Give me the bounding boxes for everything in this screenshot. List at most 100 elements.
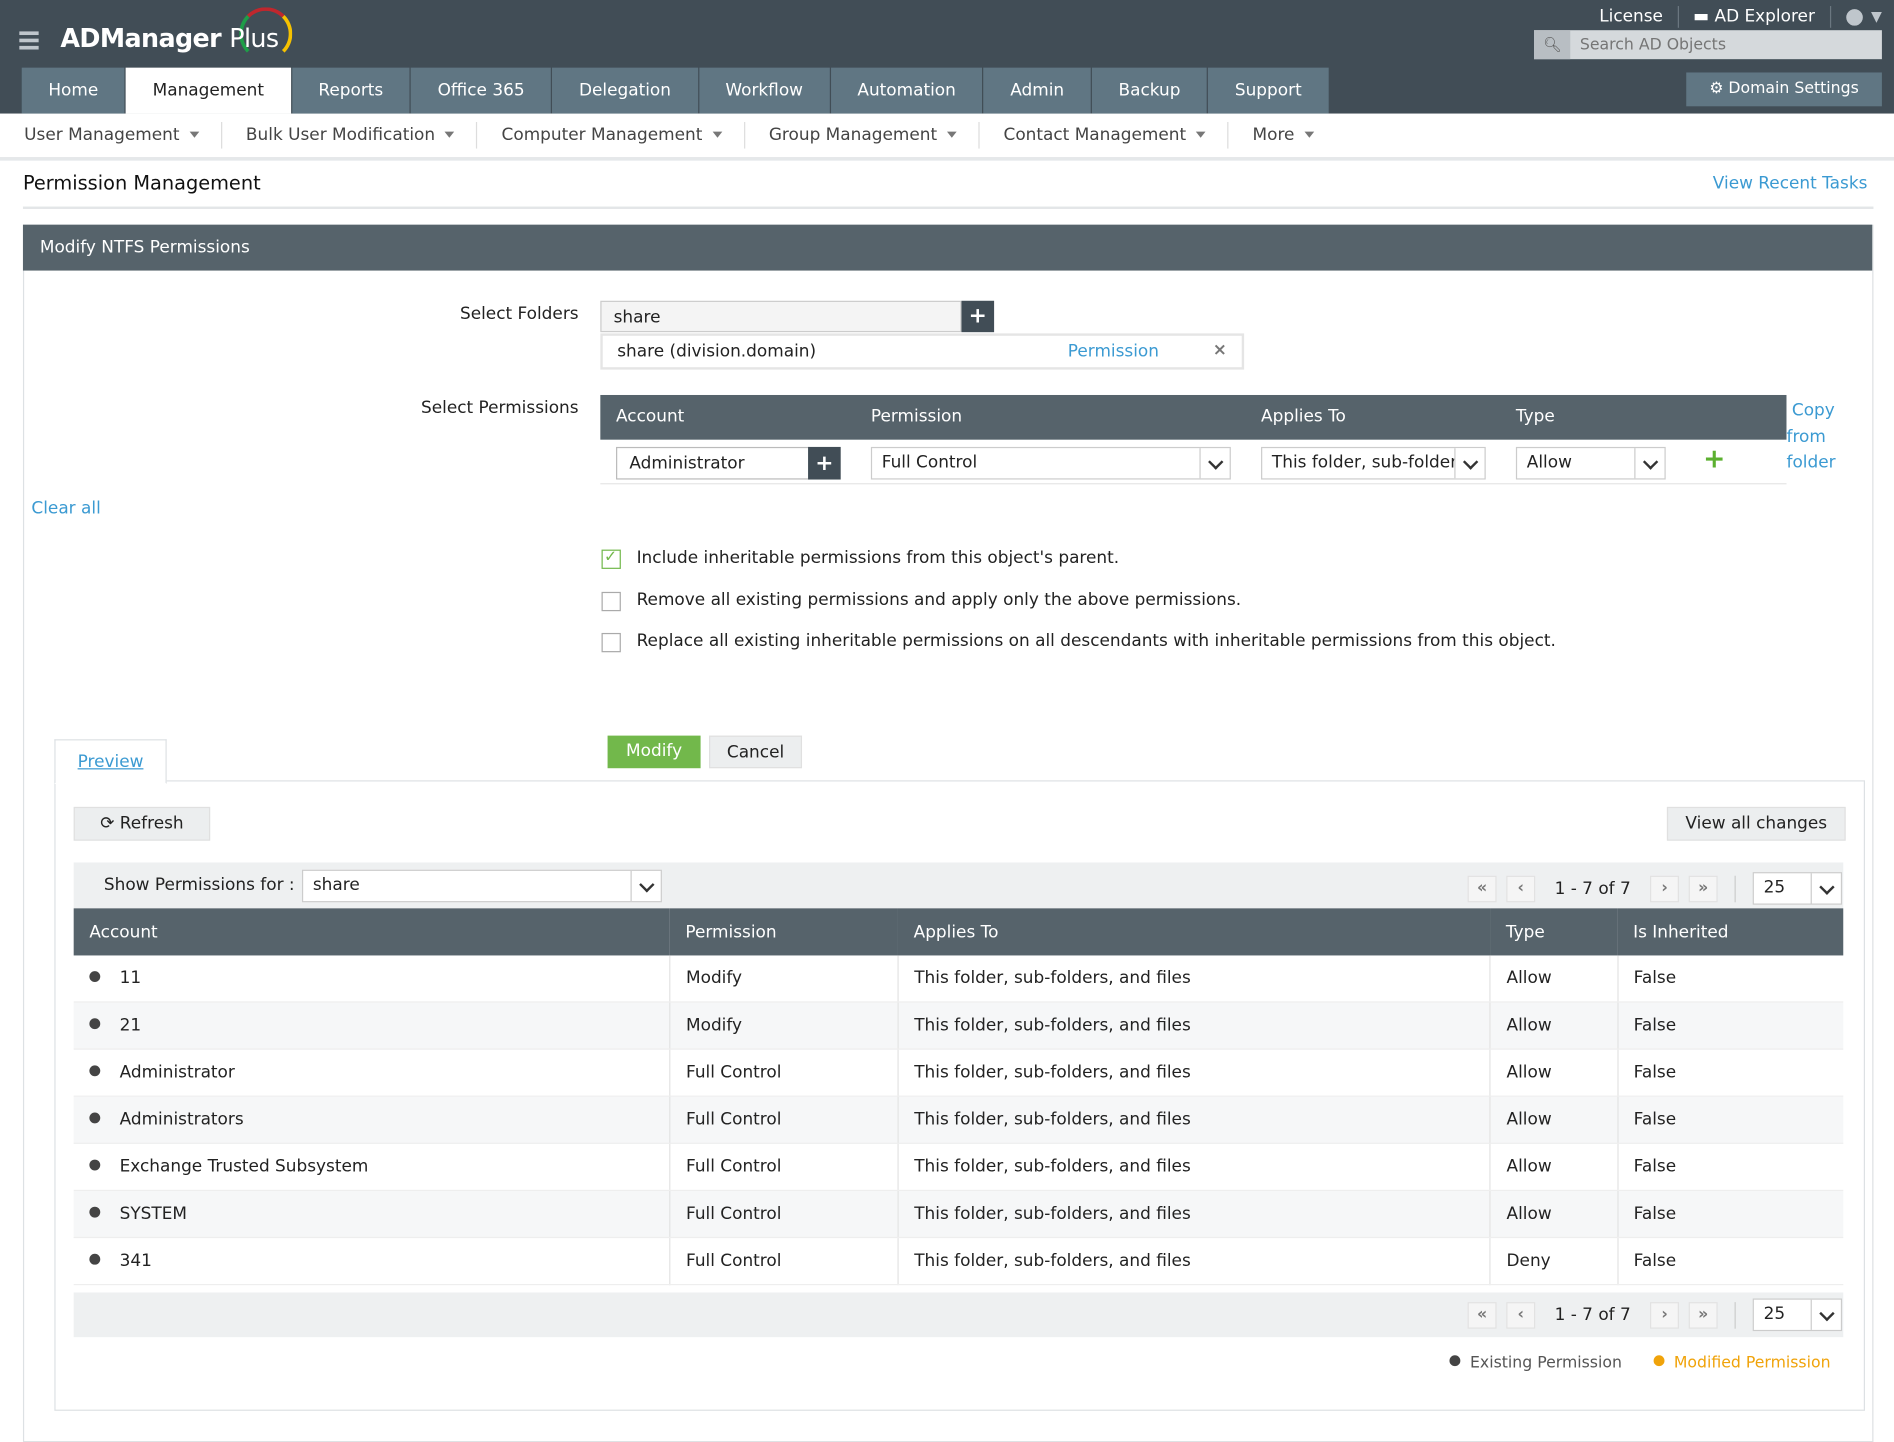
option-label: Include inheritable permissions from thi… (636, 548, 1120, 568)
chevron-down-icon[interactable] (1199, 448, 1229, 479)
prev-page-icon[interactable]: ‹ (1506, 875, 1536, 902)
table-row: Exchange Trusted Subsystem Full Control Th… (73, 1143, 1844, 1191)
next-page-icon[interactable]: › (1650, 875, 1680, 902)
chevron-down-icon[interactable] (1634, 448, 1664, 479)
table-cell: This folder, sub-folders, and files (897, 1049, 1491, 1097)
copy-from-folder-link[interactable]: Copy from folder (1786, 401, 1836, 473)
table-cell: Full Control (669, 1237, 899, 1286)
table-cell: Full Control (669, 1143, 899, 1191)
permission-select[interactable]: Full Control (870, 446, 1231, 480)
tab-management[interactable]: Management (126, 67, 291, 114)
table-cell: Allow (1490, 1001, 1618, 1050)
tab-preview[interactable]: Preview (54, 739, 167, 784)
option-label: Remove all existing permissions and appl… (636, 590, 1242, 610)
tab-support[interactable]: Support (1208, 67, 1329, 114)
table-cell: Allow (1490, 1190, 1618, 1239)
applies-to-select[interactable]: This folder, sub-folder (1261, 446, 1486, 480)
table-cell: False (1617, 955, 1844, 1003)
remove-folder-close-icon[interactable]: × (1212, 340, 1227, 360)
chevron-down-icon[interactable] (630, 870, 661, 902)
table-cell: This folder, sub-folders, and files (897, 1237, 1491, 1286)
search-input[interactable] (1570, 34, 1873, 55)
column-header[interactable]: Applies To (897, 908, 1491, 956)
tab-office-365[interactable]: Office 365 (411, 67, 552, 114)
next-page-icon[interactable]: › (1650, 1301, 1680, 1329)
table-cell: Full Control (669, 1049, 899, 1097)
tab-reports[interactable]: Reports (291, 67, 410, 114)
prev-page-icon[interactable]: ‹ (1506, 1301, 1536, 1329)
column-header[interactable]: Account (73, 908, 670, 956)
refresh-button[interactable]: ⟳ Refresh (73, 806, 211, 841)
table-cell: False (1617, 1096, 1844, 1144)
existing-permission-dot-icon (89, 1112, 101, 1124)
pager-bottom: « ‹ 1 - 7 of 7 › » 25 (1467, 1298, 1843, 1332)
option-checkbox[interactable] (601, 591, 621, 612)
tab-backup[interactable]: Backup (1091, 67, 1208, 114)
column-header[interactable]: Type (1490, 908, 1618, 956)
tab-automation[interactable]: Automation (830, 67, 983, 114)
subnav-contact-management[interactable]: Contact Management (979, 121, 1229, 149)
tab-delegation[interactable]: Delegation (552, 67, 698, 114)
table-cell: This folder, sub-folders, and files (897, 1001, 1491, 1050)
option-checkbox[interactable] (601, 632, 621, 653)
account-input[interactable]: Administrator (616, 446, 810, 480)
modify-button[interactable]: Modify (607, 735, 701, 769)
cancel-button[interactable]: Cancel (709, 735, 803, 769)
table-cell: False (1617, 1237, 1844, 1286)
chevron-down-icon[interactable] (1810, 1299, 1841, 1330)
last-page-icon[interactable]: » (1688, 1301, 1718, 1329)
folder-input[interactable]: share (600, 300, 962, 333)
first-page-icon[interactable]: « (1467, 875, 1497, 902)
hamburger-menu-icon[interactable] (19, 31, 39, 53)
last-page-icon[interactable]: » (1688, 875, 1718, 902)
search-icon[interactable]: 🔍︎ (1534, 30, 1571, 60)
table-cell: Full Control (669, 1190, 899, 1239)
existing-permission-dot-icon (89, 1159, 101, 1171)
add-account-plus-icon[interactable]: + (808, 446, 841, 480)
clear-all-link[interactable]: Clear all (31, 498, 101, 519)
subnav-more[interactable]: More (1228, 122, 1335, 149)
subnav-bulk-user-modification[interactable]: Bulk User Modification (222, 121, 478, 149)
search-box[interactable]: 🔍︎ (1534, 30, 1882, 60)
view-all-changes-button[interactable]: View all changes (1666, 806, 1846, 841)
ad-explorer-link[interactable]: ▬ AD Explorer (1693, 6, 1815, 26)
existing-permission-dot-icon (89, 971, 101, 983)
column-header[interactable]: Is Inherited (1617, 908, 1844, 956)
pager-top: « ‹ 1 - 7 of 7 › » 25 (1467, 872, 1843, 905)
domain-settings-button[interactable]: ⚙ Domain Settings (1686, 72, 1882, 107)
table-cell: False (1617, 1049, 1844, 1097)
logo-arc-icon (239, 7, 293, 61)
view-recent-tasks-link[interactable]: View Recent Tasks (1712, 173, 1868, 194)
first-page-icon[interactable]: « (1467, 1301, 1497, 1329)
app-logo: ADManager Plus (60, 24, 279, 54)
user-account-icon[interactable]: ● ▾ (1845, 3, 1882, 29)
type-select[interactable]: Allow (1515, 446, 1666, 480)
subnav-user-management[interactable]: User Management (0, 121, 222, 149)
select-permissions-label: Select Permissions (421, 398, 579, 418)
caret-down-icon (712, 131, 722, 143)
subnav-group-management[interactable]: Group Management (745, 121, 980, 149)
page-size-select[interactable]: 25 (1752, 1298, 1843, 1332)
table-row: Administrators Full Control This folder, s… (73, 1096, 1844, 1144)
table-cell: This folder, sub-folders, and files (897, 1096, 1491, 1144)
chevron-down-icon[interactable] (1454, 448, 1485, 479)
refresh-icon: ⟳ (100, 814, 120, 834)
subnav-computer-management[interactable]: Computer Management (477, 121, 745, 149)
folder-permission-link[interactable]: Permission (1067, 341, 1159, 362)
tab-home[interactable]: Home (21, 67, 125, 114)
chevron-down-icon[interactable] (1810, 873, 1841, 904)
caret-down-icon (189, 131, 199, 143)
tab-admin[interactable]: Admin (983, 67, 1091, 114)
tab-workflow[interactable]: Workflow (698, 67, 830, 114)
add-folder-plus-icon[interactable]: + (961, 300, 995, 333)
show-permissions-select[interactable]: share (301, 869, 662, 903)
folder-name: share (division.domain) (617, 341, 817, 362)
add-row-plus-icon[interactable]: + (1703, 444, 1726, 475)
table-cell: 21 (73, 1001, 671, 1050)
caret-down-icon (1304, 131, 1314, 143)
existing-permission-dot-icon (89, 1253, 101, 1265)
option-checkbox[interactable]: ✓ (601, 548, 621, 569)
page-size-select[interactable]: 25 (1752, 872, 1843, 905)
license-link[interactable]: License (1599, 6, 1663, 26)
column-header[interactable]: Permission (669, 908, 898, 956)
